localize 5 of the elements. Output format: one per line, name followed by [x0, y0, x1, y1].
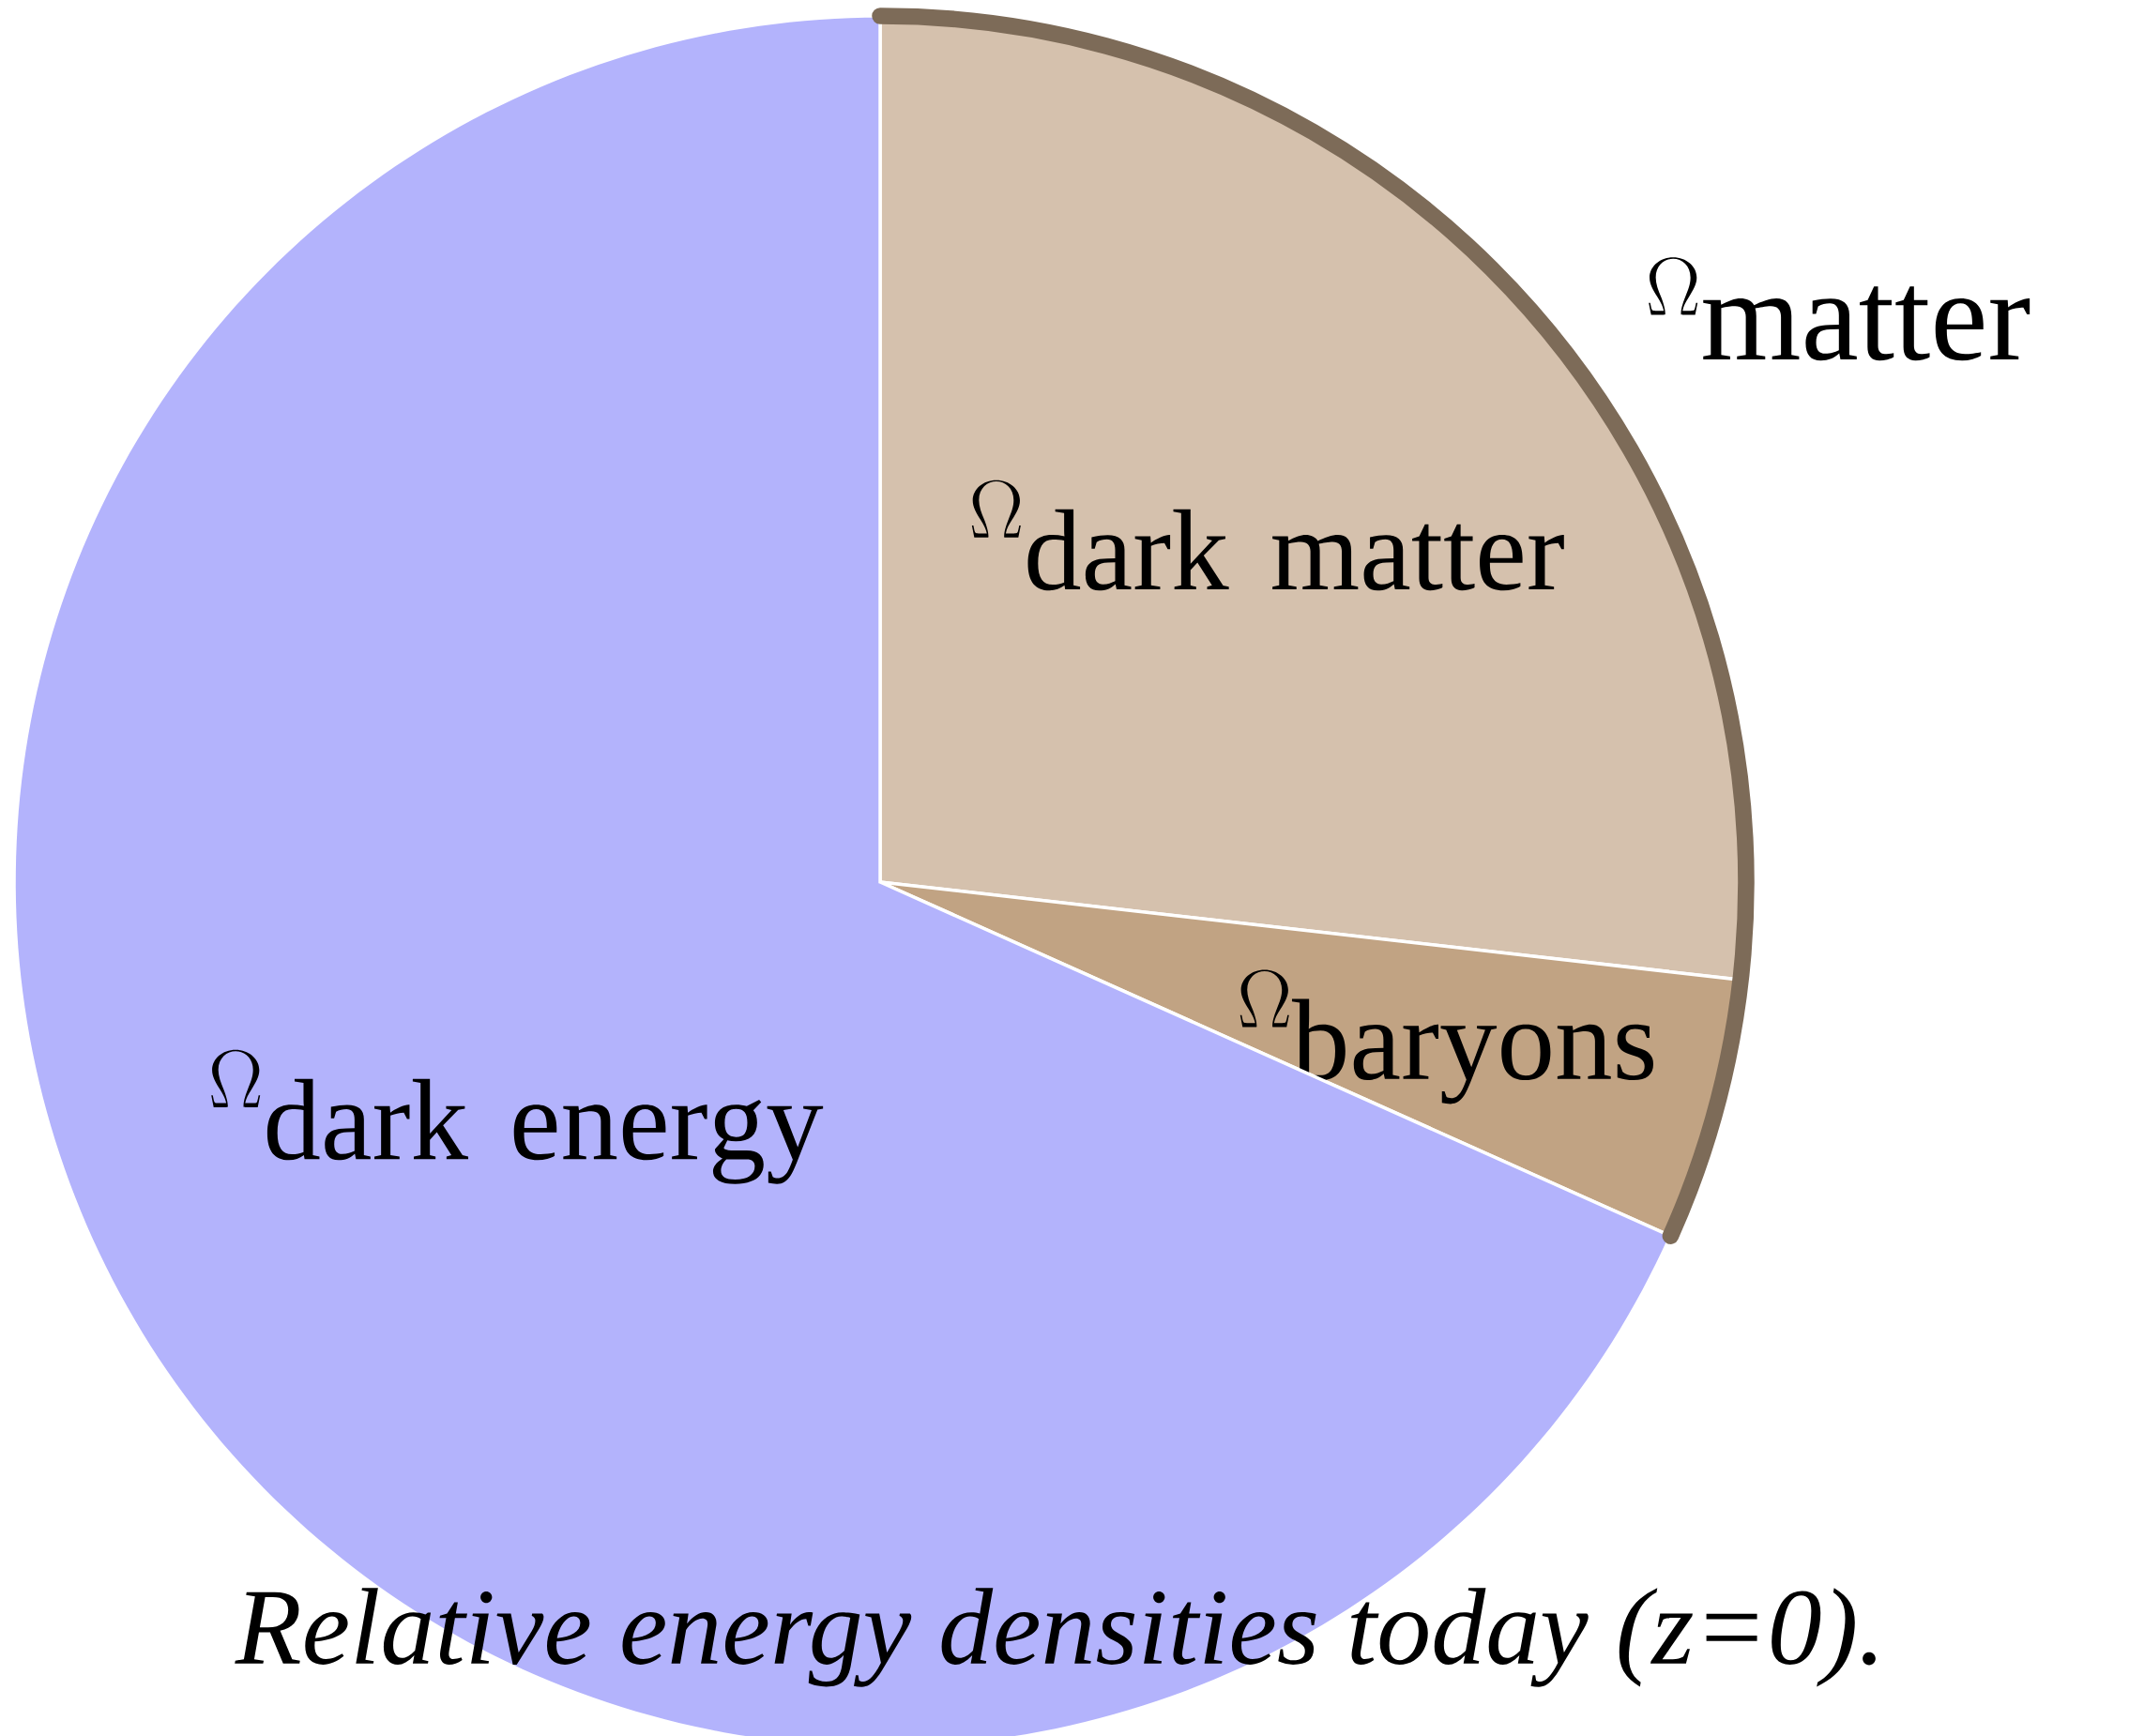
- slice-label: $\Omega_{\mathrm{dark\ energy}}$: [211, 1049, 824, 1184]
- slice-label: $\Omega_{\mathrm{dark\ matter}}$: [971, 480, 1564, 591]
- slice-label: $\Omega_{\mathrm{baryons}}$: [1239, 969, 1653, 1104]
- text: Relative energy densities today (z=0).: [235, 1588, 1876, 1687]
- text: $\Omega_{\mathrm{matter}}$: [1649, 257, 2030, 361]
